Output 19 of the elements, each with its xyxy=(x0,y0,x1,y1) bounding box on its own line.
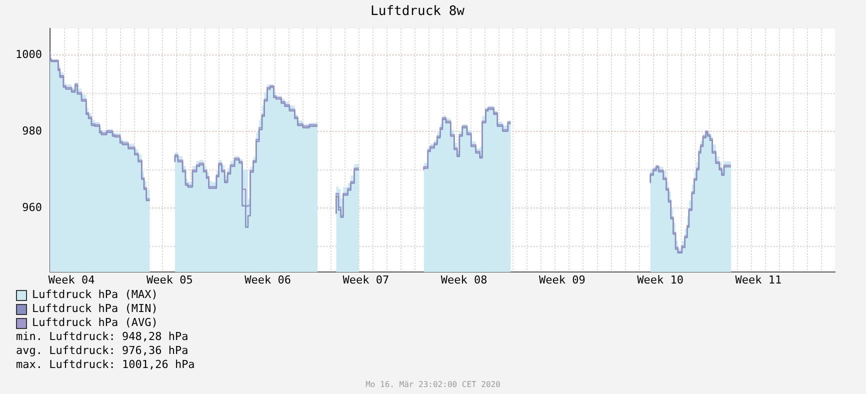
x-tick-label: Week 11 xyxy=(735,273,782,286)
x-tick-label: Week 04 xyxy=(48,273,96,286)
x-tick-label: Week 09 xyxy=(539,273,586,286)
text: min. Luftdruck: 948,28 hPa xyxy=(16,330,190,344)
y-tick-label: 980 xyxy=(22,124,42,138)
text: Mo 16. Mär 23:02:00 CET 2020 xyxy=(364,380,502,389)
text: max. Luftdruck: 1001,26 hPa xyxy=(16,358,196,372)
legend-label: Luftdruck hPa (MAX) xyxy=(32,288,158,302)
chart-title: Luftdruck 8w xyxy=(370,4,465,20)
y-tick-label: 1000 xyxy=(16,48,42,61)
y-tick-label: 960 xyxy=(22,200,42,214)
text: avg. Luftdruck: 976,36 hPa xyxy=(16,344,190,358)
x-tick-label: Week 06 xyxy=(244,273,292,286)
legend-label: Luftdruck hPa (MIN) xyxy=(32,302,158,316)
x-tick-label: Week 07 xyxy=(342,273,390,286)
legend-label: Luftdruck hPa (AVG) xyxy=(32,316,158,330)
x-tick-label: Week 10 xyxy=(637,273,684,286)
x-tick-label: Week 08 xyxy=(440,273,488,286)
x-tick-label: Week 05 xyxy=(146,273,193,286)
